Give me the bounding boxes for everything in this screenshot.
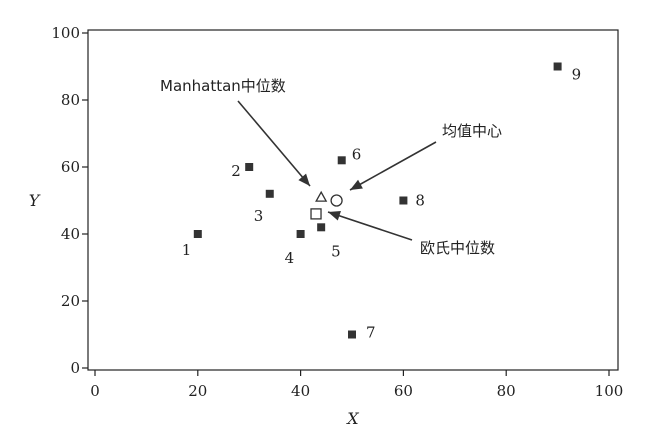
data-point-8 xyxy=(399,196,408,205)
data-point-9 xyxy=(553,62,562,71)
annotation-arrowhead-manhattan-median xyxy=(298,173,310,186)
data-point-3 xyxy=(265,189,274,198)
point-label-4: 4 xyxy=(285,249,295,267)
data-point-7 xyxy=(348,330,356,339)
annotation-arrow-mean-center xyxy=(349,141,437,191)
y-tick-label: 80 xyxy=(61,91,80,109)
mean-center-marker xyxy=(330,194,343,207)
annotation-mean-center: 均值中心 xyxy=(442,122,502,140)
x-axis-title: X xyxy=(345,409,359,428)
euclidean-median-marker xyxy=(310,208,322,220)
point-label-2: 2 xyxy=(231,162,241,180)
data-point-6 xyxy=(337,156,346,165)
data-point-4 xyxy=(296,230,305,238)
data-point-1 xyxy=(193,230,202,238)
x-axis-ticks: 0 20 40 60 80 100 xyxy=(90,370,623,400)
annotations: Manhattan中位数 均值中心 欧氏中位数 xyxy=(160,77,502,257)
point-label-1: 1 xyxy=(182,241,192,259)
x-tick-label: 40 xyxy=(291,382,310,400)
data-point-5 xyxy=(317,223,326,232)
point-label-6: 6 xyxy=(352,145,362,163)
y-tick-label: 0 xyxy=(70,359,80,377)
point-label-8: 8 xyxy=(415,192,425,210)
point-label-3: 3 xyxy=(254,207,264,225)
annotation-arrowhead-euclidean-median xyxy=(328,211,341,221)
point-label-7: 7 xyxy=(366,324,376,342)
y-axis-title: Y xyxy=(29,191,41,210)
annotation-arrow-manhattan-median xyxy=(237,100,311,187)
point-label-5: 5 xyxy=(331,242,341,260)
y-axis-ticks: 0 20 40 60 80 100 xyxy=(51,24,88,377)
annotation-euclidean-median: 欧氏中位数 xyxy=(420,239,495,257)
x-tick-label: 0 xyxy=(90,382,100,400)
data-point-2 xyxy=(245,163,254,171)
annotation-arrowhead-mean-center xyxy=(350,179,363,190)
x-tick-label: 100 xyxy=(595,382,624,400)
y-tick-label: 20 xyxy=(61,292,80,310)
x-tick-label: 60 xyxy=(394,382,413,400)
data-points: 1 2 3 4 5 6 7 8 9 xyxy=(182,62,582,342)
axes xyxy=(87,29,619,371)
plot-frame xyxy=(87,29,619,371)
center-markers xyxy=(310,190,343,220)
y-tick-label: 60 xyxy=(61,158,80,176)
point-label-9: 9 xyxy=(572,66,582,84)
x-tick-label: 80 xyxy=(497,382,516,400)
annotation-arrow-euclidean-median xyxy=(327,211,413,241)
y-tick-label: 40 xyxy=(61,225,80,243)
y-tick-label: 100 xyxy=(51,24,80,42)
x-tick-label: 20 xyxy=(188,382,207,400)
manhattan-median-marker xyxy=(315,190,328,202)
annotation-manhattan-median: Manhattan中位数 xyxy=(160,77,286,95)
